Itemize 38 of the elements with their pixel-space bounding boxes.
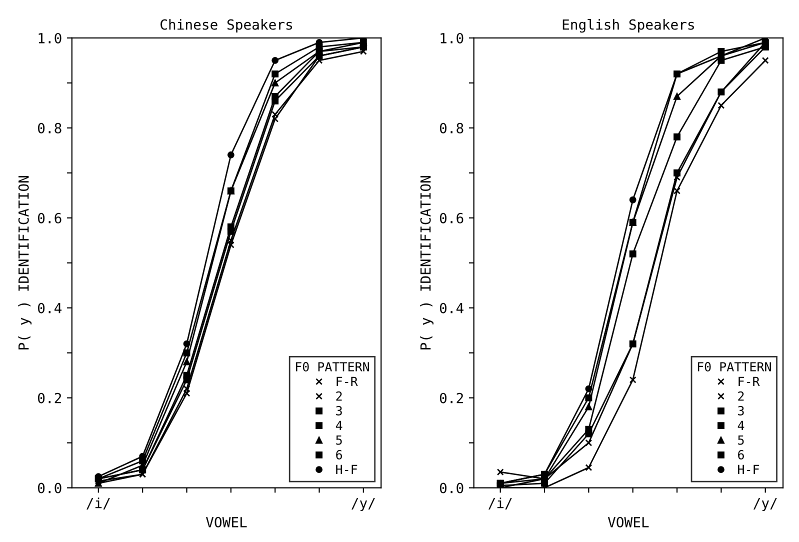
- x-tick-label: /y/: [352, 498, 375, 512]
- legend-label: 4: [738, 420, 744, 430]
- y-tick-label: 0.8: [440, 122, 464, 134]
- y-axis-title: P( y ) IDENTIFICATION: [420, 176, 434, 350]
- legend-label: 6: [336, 450, 342, 460]
- legend-label: 2: [738, 391, 744, 401]
- y-tick-label: 0.2: [38, 392, 62, 404]
- x-axis-title: VOWEL: [608, 516, 649, 528]
- x-tick-label: /y/: [754, 498, 777, 512]
- y-tick-label: 0.6: [440, 212, 464, 224]
- y-tick-label: 1.0: [440, 32, 464, 44]
- x-tick-label: /i/: [86, 498, 110, 510]
- legend-title: F0 PATTERN: [698, 362, 771, 372]
- legend-label: 4: [336, 420, 342, 430]
- x-axis-title: VOWEL: [206, 516, 247, 528]
- y-tick-label: 0.4: [38, 302, 62, 314]
- chart-title: Chinese Speakers: [160, 19, 292, 32]
- legend-label: F-R: [738, 376, 760, 386]
- legend-label: 3: [738, 406, 744, 416]
- chart-title: English Speakers: [562, 18, 694, 33]
- legend-label: 5: [738, 436, 744, 445]
- legend-label: 2: [336, 391, 342, 401]
- y-tick-label: 0.0: [440, 482, 464, 494]
- legend-title: F0 PATTERN: [296, 362, 369, 372]
- legend-label: F-R: [336, 376, 358, 386]
- legend-label: 3: [336, 406, 342, 416]
- y-tick-label: 0.6: [38, 212, 62, 224]
- y-tick-label: 0.2: [440, 392, 463, 404]
- legend-label: H-F: [738, 464, 760, 474]
- y-tick-label: 0.0: [38, 482, 62, 494]
- y-tick-label: 0.8: [38, 122, 62, 134]
- legend-label: 6: [738, 450, 744, 460]
- y-tick-label: 0.4: [440, 302, 464, 314]
- y-tick-label: 1.0: [38, 32, 62, 44]
- y-axis-title: P( y ) IDENTIFICATION: [18, 176, 32, 350]
- legend-label: 5: [336, 436, 342, 445]
- legend-label: H-F: [336, 464, 358, 474]
- x-tick-label: /i/: [488, 498, 512, 510]
